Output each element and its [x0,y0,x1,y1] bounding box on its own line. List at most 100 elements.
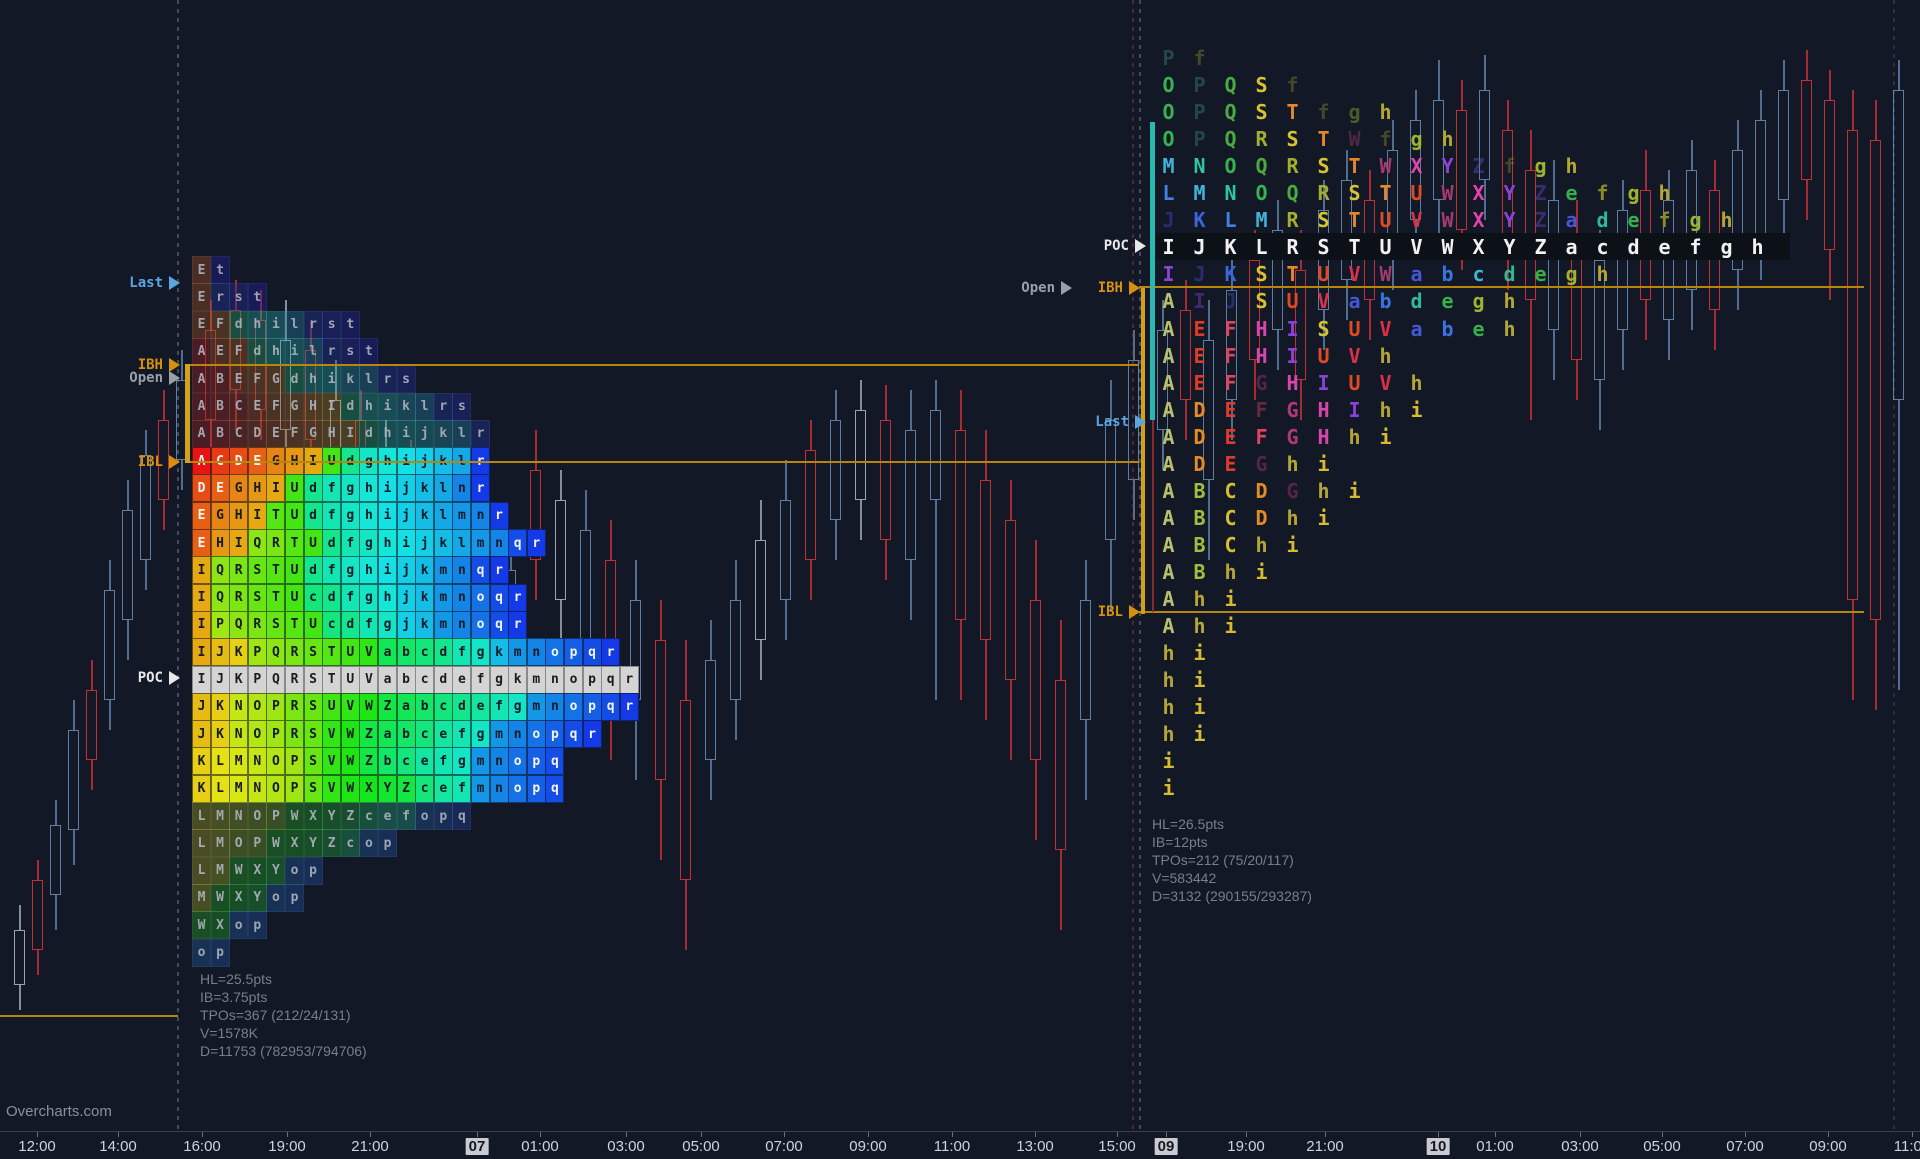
axis-tick [1325,1132,1326,1137]
tpo-cell: a [378,665,397,694]
axis-time-label[interactable]: 12:00 [18,1138,56,1155]
tpo-letter: M [1255,208,1268,233]
tpo-letter: A [1162,451,1175,476]
left-ibl-line[interactable] [186,461,1139,463]
axis-time-label[interactable]: 03:00 [607,1138,645,1155]
tpo-letter: B [1193,505,1206,530]
axis-tick [37,1132,38,1137]
left-ibh-line[interactable] [186,364,1139,366]
axis-time-label[interactable]: 07:00 [765,1138,803,1155]
tpo-letter: S [1255,262,1268,287]
axis-time-label[interactable]: 09:00 [849,1138,887,1155]
axis-time-label[interactable]: 07:00 [1726,1138,1764,1155]
tpo-cell: r [489,556,509,585]
candle-body [1847,130,1858,600]
axis-time-label[interactable]: 13:00 [1016,1138,1054,1155]
tpo-cell: h [359,392,379,421]
axis-tick [477,1132,478,1137]
tpo-letter: a [1410,262,1423,287]
tpo-cell: W [229,856,249,885]
tpo-letter: f [1596,181,1609,206]
axis-date-label[interactable]: 07 [465,1138,489,1155]
axis-time-label[interactable]: 09:00 [1809,1138,1847,1155]
tpo-cell: F [229,337,249,366]
candle-body [1105,420,1116,540]
tpo-cell: U [285,556,304,585]
tpo-cell: n [452,610,472,639]
candle-body [205,330,216,420]
tpo-letter: A [1162,532,1175,557]
tpo-cell: f [340,529,360,557]
candle-body [104,590,115,700]
candle-body [855,410,866,500]
candle-body [1410,120,1421,220]
tpo-letter: R [1317,181,1330,206]
axis-time-label[interactable]: 11:00 [933,1138,971,1155]
tpo-letter: i [1286,532,1299,557]
tpo-letter: K [1224,235,1237,260]
tpo-letter: d [1627,235,1640,260]
tpo-letter: P [1193,127,1206,152]
tpo-cell: g [452,747,472,776]
tpo-cell: I [247,501,267,530]
left-ibl-marker: IBL [122,454,180,470]
tpo-cell: q [545,774,565,803]
time-axis[interactable]: 12:00 14:00 16:00 19:00 21:00 07 01:00 03:00 05:… [0,1131,1920,1159]
axis-time-label[interactable]: 03:00 [1561,1138,1599,1155]
tpo-cell: P [266,802,286,830]
tpo-cell: R [229,556,249,585]
tpo-cell: p [526,747,546,776]
candle-body [905,430,916,560]
tpo-cell: q [582,638,602,667]
tpo-cell: d [359,419,379,448]
axis-time-label[interactable]: 19:00 [1227,1138,1265,1155]
tpo-cell: l [303,337,323,366]
right-ibh-line[interactable] [1139,286,1864,288]
axis-time-label[interactable]: 14:00 [99,1138,137,1155]
axis-time-label[interactable]: 15:00 [1098,1138,1136,1155]
tpo-letter: Q [1224,100,1237,125]
tpo-cell: p [285,883,304,912]
tpo-cell: E [192,501,211,530]
axis-time-label[interactable]: 16:00 [183,1138,221,1155]
poc-label: POC [137,670,163,686]
tpo-cell: M [210,856,230,885]
tpo-cell: J [192,720,211,749]
ibh-arrow-icon [169,358,180,372]
tpo-letter: g [1627,181,1640,206]
tpo-letter: a [1565,208,1578,233]
tpo-letter: G [1286,424,1299,449]
tpo-letter: K [1193,208,1206,233]
axis-tick [1035,1132,1036,1137]
tpo-cell: n [545,665,565,694]
tpo-cell: t [210,256,230,284]
tpo-letter: B [1193,478,1206,503]
tpo-cell: J [210,638,230,667]
axis-time-label[interactable]: 01:00 [521,1138,559,1155]
axis-time-label[interactable]: 19:00 [268,1138,306,1155]
tpo-letter: h [1379,343,1392,368]
right-last-marker: Last [1082,414,1146,430]
tpo-letter: b [1379,289,1392,314]
axis-time-label[interactable]: 05:00 [1643,1138,1681,1155]
right-ibl-line[interactable] [1139,611,1864,613]
axis-time-label[interactable]: 21:00 [351,1138,389,1155]
tpo-letter: f [1193,46,1206,70]
tpo-letter: e [1658,235,1671,260]
tpo-cell: A [192,337,211,366]
candle-body [1318,210,1329,310]
axis-date-label[interactable]: 10 [1426,1138,1450,1155]
tpo-letter: I [1193,289,1206,314]
tpo-cell: T [322,638,342,667]
axis-time-label[interactable]: 21:00 [1306,1138,1344,1155]
axis-date-label[interactable]: 09 [1154,1138,1178,1155]
tpo-letter: D [1255,478,1268,503]
tpo-letter: a [1348,289,1361,314]
tpo-cell: o [508,774,528,803]
axis-time-label[interactable]: 05:00 [682,1138,720,1155]
axis-time-label[interactable]: 01:00 [1476,1138,1514,1155]
tpo-letter: B [1193,559,1206,584]
tpo-letter: h [1410,370,1423,395]
axis-time-label[interactable]: 11:00 [1893,1138,1920,1155]
